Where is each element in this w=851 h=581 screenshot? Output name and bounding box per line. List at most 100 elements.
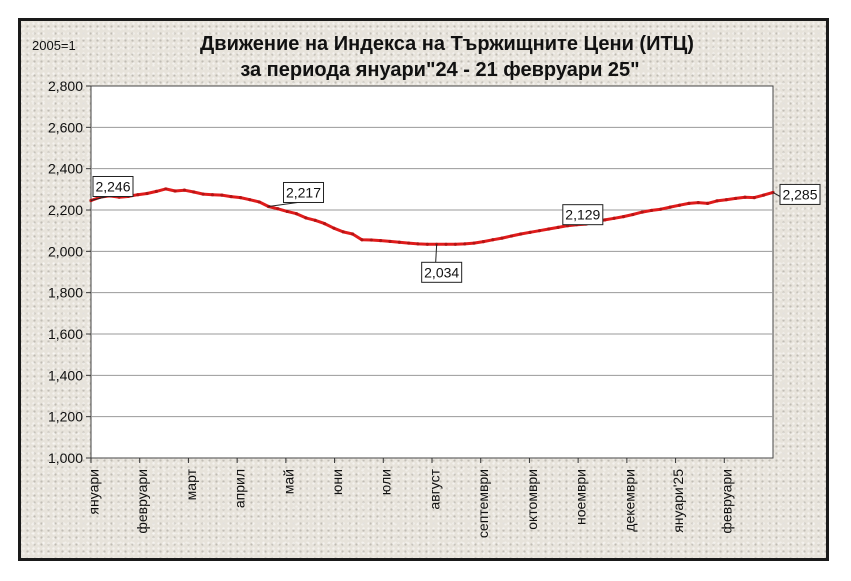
data-point	[173, 189, 177, 193]
data-point	[649, 208, 654, 213]
data-point	[631, 212, 635, 217]
data-label-leader	[268, 201, 298, 207]
data-point	[612, 216, 616, 220]
x-tick-label: май	[280, 469, 296, 494]
series-group	[89, 187, 775, 246]
data-point	[407, 241, 411, 245]
data-point	[210, 193, 215, 197]
data-point	[453, 242, 457, 246]
data-point	[313, 218, 317, 222]
data-point	[257, 200, 261, 204]
x-tick-label: декември	[621, 469, 637, 532]
x-tick-label: юни	[329, 469, 345, 495]
data-label-box	[779, 183, 821, 205]
y-tick-label: 2,200	[48, 202, 83, 218]
data-point	[500, 236, 504, 240]
data-point	[369, 238, 373, 242]
x-tick-label: февруари	[134, 469, 150, 534]
data-point	[706, 201, 710, 205]
data-point	[659, 207, 663, 211]
y-tick-label: 2,000	[48, 243, 83, 259]
data-point	[668, 205, 672, 209]
data-point	[164, 187, 168, 191]
x-tick-label: юли	[378, 469, 394, 495]
data-label-leader	[435, 244, 438, 263]
data-point	[229, 194, 233, 199]
data-point	[463, 242, 467, 246]
data-point	[519, 232, 523, 236]
data-point	[687, 201, 691, 205]
data-labels: 2,246 2,217 2,034 2,129 2,285	[90, 175, 821, 283]
data-point	[192, 190, 196, 194]
y-tick-label: 1,000	[48, 450, 83, 466]
y-axis: 1,000 1,200 1,400 1,600 1,800 2,000 2,200 2,400…	[48, 78, 91, 466]
data-point	[304, 216, 308, 220]
data-point	[537, 229, 542, 233]
data-point	[182, 188, 187, 192]
data-point	[341, 230, 345, 234]
y-tick-label: 1,400	[48, 367, 83, 383]
data-label-box	[92, 175, 134, 197]
data-point	[350, 232, 355, 236]
x-axis: януари февруари март април май юни юли август се…	[85, 458, 735, 538]
data-point	[528, 230, 532, 234]
data-point	[425, 242, 429, 246]
y-tick-label: 2,800	[48, 78, 83, 94]
y-tick-label: 2,400	[48, 161, 83, 177]
x-tick-label: август	[426, 468, 442, 509]
data-point	[201, 192, 205, 196]
data-point	[388, 239, 392, 244]
chart-title-line-1: Движение на Индекса на Тържищните Цени (…	[200, 33, 694, 55]
x-tick-label: ноември	[573, 469, 589, 525]
y-tick-label: 2,600	[48, 119, 83, 135]
data-label-text: 2,246	[95, 178, 130, 194]
data-point	[491, 238, 495, 242]
data-point	[136, 193, 140, 197]
data-point	[743, 195, 747, 199]
y-tick-label: 1,600	[48, 326, 83, 342]
x-tick-label: януари	[85, 469, 101, 515]
x-tick-label: септември	[475, 469, 491, 538]
data-point	[734, 196, 738, 201]
unit-label: 2005=1	[32, 38, 76, 53]
data-point	[322, 222, 327, 226]
data-point	[696, 200, 700, 205]
data-label-box	[283, 181, 325, 203]
data-point	[509, 234, 514, 238]
data-label-leader	[90, 196, 108, 201]
x-tick-label: април	[232, 469, 248, 508]
data-point	[285, 209, 289, 214]
data-point	[360, 238, 364, 242]
data-point	[677, 203, 682, 207]
data-point	[556, 225, 560, 229]
y-tick-label: 1,200	[48, 409, 83, 425]
y-tick-label: 1,800	[48, 285, 83, 301]
data-point	[444, 242, 448, 246]
data-point	[640, 210, 644, 214]
data-point	[379, 238, 383, 243]
x-tick-label: март	[183, 468, 199, 500]
data-point	[603, 218, 607, 222]
data-point	[762, 193, 766, 197]
data-label-box	[562, 204, 604, 226]
data-point	[332, 226, 336, 230]
data-point	[715, 199, 719, 203]
data-point	[416, 242, 420, 246]
data-label-text: 2,217	[286, 184, 321, 200]
x-tick-label: октомври	[524, 469, 540, 530]
x-tick-label: февруари	[719, 469, 735, 534]
data-point	[621, 215, 626, 219]
data-point	[276, 207, 280, 211]
data-label-text: 2,285	[782, 186, 817, 202]
x-tick-label: януари'25	[670, 469, 686, 533]
data-point	[220, 193, 224, 197]
data-point	[547, 227, 551, 231]
chart-title-line-2: за периода януари"24 - 21 февруари 25"	[240, 59, 639, 81]
data-point	[752, 196, 756, 200]
data-point	[472, 241, 476, 245]
data-label-box	[421, 261, 463, 283]
data-point	[145, 191, 149, 196]
data-point	[481, 240, 485, 244]
data-label-text: 2,129	[565, 207, 600, 223]
